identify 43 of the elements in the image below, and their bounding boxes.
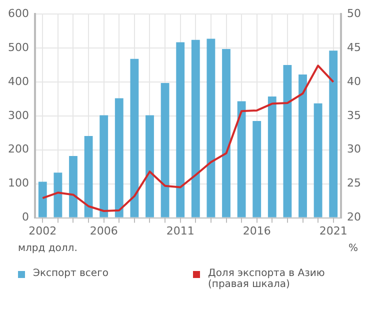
y-tick-label: 500 bbox=[8, 40, 29, 54]
y-tick-label: 600 bbox=[8, 6, 29, 20]
y-tick-label: 100 bbox=[8, 176, 29, 190]
bar bbox=[283, 64, 292, 218]
y2-tick-label: 40 bbox=[347, 74, 362, 88]
bar bbox=[84, 136, 93, 218]
bar bbox=[222, 48, 230, 218]
bar bbox=[38, 182, 47, 218]
bar bbox=[100, 115, 108, 218]
y2-tick-label: 35 bbox=[347, 108, 362, 122]
bar bbox=[114, 98, 124, 218]
x-tick-label: 2002 bbox=[28, 224, 57, 238]
y2-tick-label: 50 bbox=[347, 6, 362, 20]
y-tick-label: 300 bbox=[8, 108, 29, 122]
x-tick-label: 2016 bbox=[242, 224, 271, 238]
bar bbox=[69, 156, 78, 218]
bar bbox=[329, 50, 338, 218]
bar bbox=[130, 58, 139, 218]
y-axis-title: млрд долл. bbox=[18, 243, 78, 254]
bar bbox=[191, 40, 200, 218]
bar bbox=[146, 115, 154, 218]
bar bbox=[268, 96, 276, 218]
x-tick-label: 2006 bbox=[90, 224, 118, 238]
bar bbox=[314, 103, 322, 218]
x-tick-label: 2021 bbox=[319, 224, 348, 238]
y2-tick-label: 25 bbox=[347, 176, 362, 190]
bar bbox=[298, 74, 307, 218]
bar bbox=[237, 101, 246, 218]
bar bbox=[176, 42, 185, 218]
y-tick-label: 400 bbox=[8, 74, 29, 88]
bar bbox=[206, 38, 216, 218]
legend-label: Экспорт всего bbox=[33, 268, 108, 279]
legend-label: Доля экспорта в Азию (правая шкала) bbox=[208, 268, 326, 290]
x-tick-label: 2011 bbox=[166, 224, 194, 238]
bar bbox=[252, 120, 262, 218]
y2-tick-label: 30 bbox=[347, 142, 362, 156]
bar bbox=[160, 82, 170, 218]
bar bbox=[54, 172, 62, 218]
y-tick-label: 0 bbox=[22, 210, 29, 224]
y2-tick-label: 45 bbox=[347, 40, 362, 54]
y2-tick-label: 20 bbox=[347, 210, 362, 224]
y-tick-label: 200 bbox=[8, 142, 29, 156]
y2-axis-title: % bbox=[348, 243, 358, 254]
